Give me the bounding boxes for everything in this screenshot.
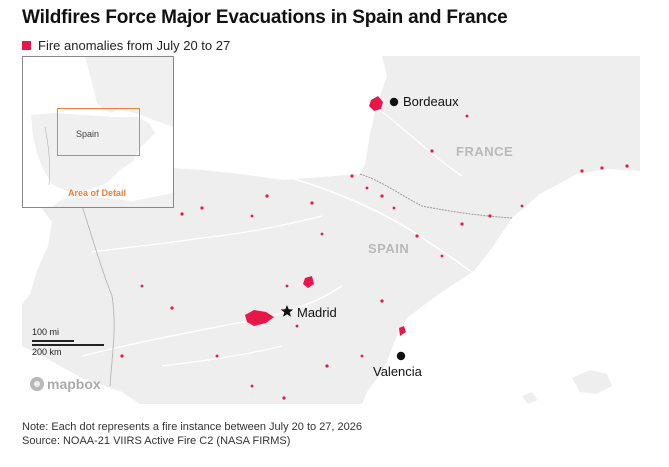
legend-swatch bbox=[22, 41, 31, 50]
fire-dot bbox=[350, 174, 354, 178]
fire-dot bbox=[200, 206, 204, 210]
bordeaux-marker bbox=[389, 97, 399, 107]
footer-note: Note: Each dot represents a fire instanc… bbox=[22, 421, 362, 433]
fire-dot bbox=[310, 201, 314, 205]
fire-dot bbox=[365, 186, 369, 190]
inset-country-label: Spain bbox=[76, 129, 100, 139]
fire-dot bbox=[250, 214, 254, 218]
island-mallorca bbox=[572, 370, 612, 394]
atlantic-west bbox=[22, 198, 52, 304]
fire-dot bbox=[320, 232, 324, 236]
fire-anomalies bbox=[120, 96, 629, 400]
fire-dot bbox=[380, 299, 384, 303]
fire-dot bbox=[140, 284, 144, 288]
fire-dot bbox=[380, 194, 384, 198]
mediterranean-sea bbox=[362, 169, 640, 404]
fire-dot bbox=[285, 284, 289, 288]
fire-dot bbox=[265, 194, 269, 198]
scale-label-miles: 100 mi bbox=[32, 327, 60, 337]
bay-of-biscay bbox=[22, 56, 640, 198]
fire-dot bbox=[325, 364, 329, 368]
scale-line-km bbox=[32, 344, 104, 346]
fire-dot bbox=[600, 166, 604, 170]
fire-dot bbox=[580, 169, 584, 173]
fire-cluster-valencia bbox=[399, 326, 406, 336]
footer-source: Source: NOAA-21 VIIRS Active Fire C2 (NA… bbox=[22, 435, 291, 447]
fire-dot bbox=[215, 354, 219, 358]
fire-dot bbox=[282, 396, 286, 400]
inset-land-italy bbox=[163, 97, 173, 123]
fire-dot bbox=[460, 222, 464, 226]
fire-dot bbox=[170, 306, 174, 310]
fire-dot bbox=[392, 206, 396, 210]
fire-dot bbox=[488, 214, 492, 218]
inset-land-iberia bbox=[31, 113, 155, 191]
river-ebro bbox=[276, 173, 493, 289]
fire-dot bbox=[440, 254, 444, 258]
valencia-marker bbox=[396, 351, 406, 361]
island-ibiza bbox=[522, 392, 538, 404]
fire-dot bbox=[625, 164, 629, 168]
chart-title: Wildfires Force Major Evacuations in Spa… bbox=[22, 7, 508, 28]
city-label-valencia: Valencia bbox=[373, 364, 422, 379]
country-label-spain: SPAIN bbox=[368, 241, 410, 256]
river-garonne bbox=[371, 103, 463, 177]
mapbox-wordmark: mapbox bbox=[47, 376, 101, 392]
mapbox-attribution[interactable]: mapbox bbox=[30, 376, 101, 392]
atlantic-southwest bbox=[22, 346, 140, 404]
fire-dot bbox=[520, 204, 524, 208]
map-canvas bbox=[22, 56, 640, 404]
inset-canvas bbox=[23, 57, 173, 207]
country-label-france: FRANCE bbox=[456, 144, 514, 159]
scale-label-km: 200 km bbox=[32, 347, 62, 357]
legend-label: Fire anomalies from July 20 to 27 bbox=[38, 38, 231, 53]
legend: Fire anomalies from July 20 to 27 bbox=[22, 38, 230, 53]
inset-caption: Area of Detail bbox=[68, 188, 127, 198]
footer: Note: Each dot represents a fire instanc… bbox=[22, 420, 362, 448]
border-spain-france bbox=[359, 173, 513, 219]
scale-line-miles bbox=[32, 340, 74, 342]
mapbox-logo-icon bbox=[30, 377, 44, 391]
fire-dot bbox=[250, 384, 254, 388]
inset-border bbox=[44, 126, 51, 186]
inset-land-africa bbox=[51, 193, 173, 207]
fire-dot bbox=[295, 324, 299, 328]
inset-land-north bbox=[85, 57, 173, 127]
city-label-madrid: Madrid bbox=[297, 305, 337, 320]
fire-dot bbox=[430, 149, 434, 153]
fire-dot bbox=[360, 354, 364, 358]
inset-locator-map: Spain Area of Detail bbox=[22, 56, 174, 208]
fire-dot bbox=[120, 354, 124, 358]
river-tagus bbox=[81, 285, 343, 357]
madrid-marker bbox=[280, 305, 294, 317]
fire-cluster-bordeaux bbox=[369, 96, 383, 111]
area-of-detail-box bbox=[57, 108, 140, 156]
fire-dot bbox=[415, 234, 419, 238]
map[interactable]: Bordeaux Madrid Valencia FRANCE SPAIN Sp… bbox=[22, 56, 640, 404]
river-guadiana bbox=[161, 345, 283, 367]
fire-dot bbox=[465, 114, 469, 118]
river-duero bbox=[91, 215, 323, 253]
border-spain-portugal bbox=[81, 205, 115, 387]
fire-cluster-madrid-north bbox=[303, 276, 314, 288]
city-label-bordeaux: Bordeaux bbox=[403, 94, 459, 109]
fire-cluster-madrid-west bbox=[245, 310, 274, 326]
fire-dot bbox=[180, 212, 184, 216]
